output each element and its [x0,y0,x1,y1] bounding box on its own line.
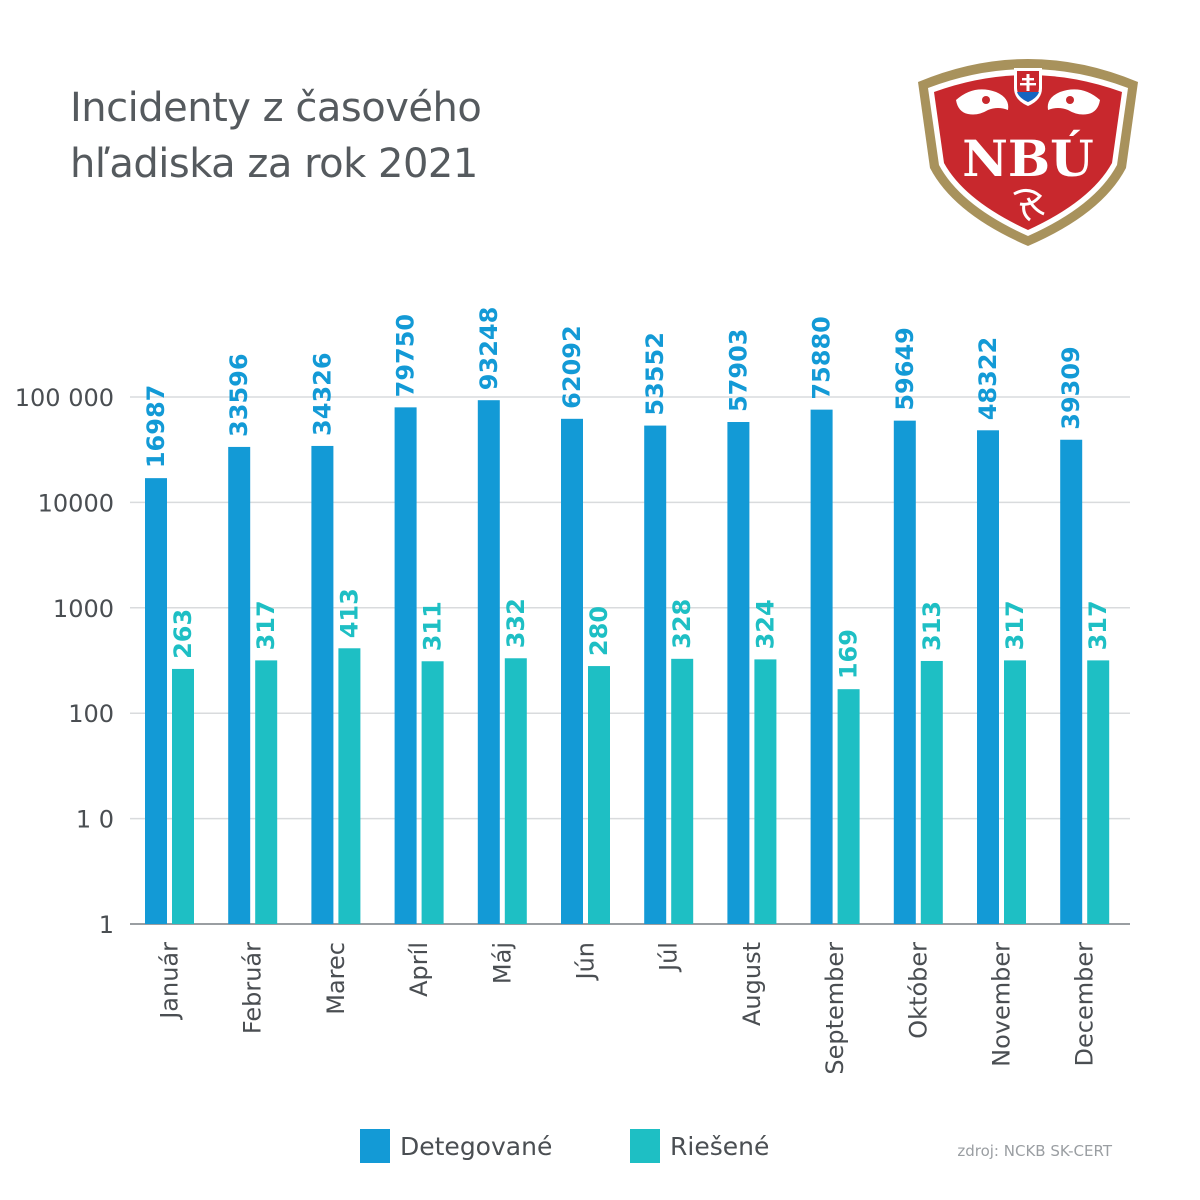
bar-detected [727,422,750,924]
value-label-resolved: 311 [419,601,447,651]
bar-detected [311,445,334,924]
value-label-detected: 16987 [142,385,170,469]
slovak-coat-of-arms-icon [1014,68,1042,106]
bar-detected [561,418,583,924]
bar-detected [1060,439,1083,924]
bar-resolved [1004,660,1026,924]
chart-title-line-2: hľadiska za rok 2021 [70,141,478,187]
value-label-resolved: 332 [502,598,530,648]
chart-title-line-1: Incidenty z časového [70,85,482,131]
value-label-detected: 39309 [1057,346,1085,430]
x-tick-label: Február [239,942,267,1034]
y-tick-label: 100 000 [15,384,114,412]
bar-detected [394,407,417,925]
value-label-resolved: 413 [335,588,363,638]
value-label-detected: 93248 [475,307,503,391]
value-label-detected: 75880 [808,316,836,400]
value-label-detected: 33596 [225,353,253,437]
value-label-detected: 59649 [891,327,919,411]
x-tick-label: Január [156,942,184,1021]
value-label-resolved: 313 [918,601,946,651]
bar-resolved [754,659,777,924]
legend-label-detected: Detegované [400,1131,553,1161]
value-label-detected: 57903 [724,329,752,413]
value-label-detected: 62092 [558,325,586,409]
value-label-detected: 48322 [974,337,1002,421]
chart-title: Incidenty z časového hľadiska za rok 202… [70,80,770,192]
bar-resolved [1087,660,1110,924]
value-label-detected: 79750 [392,314,420,398]
value-label-resolved: 263 [169,609,197,659]
x-tick-label: Október [904,942,932,1039]
legend-item-detected: Detegované [360,1128,552,1164]
x-tick-label: August [738,942,766,1026]
x-tick-label: December [1071,942,1099,1067]
bird-right-icon [1047,89,1100,115]
value-labels: 16987 263 33596 317 34326 413 79750 311 93248 332… [142,307,1112,679]
bar-detected [893,420,916,924]
bar-resolved [504,658,527,924]
bar-detected [977,430,999,924]
bar-resolved [920,660,943,924]
y-tick-label: 1 0 [76,806,114,834]
legend-label-resolved: Riešené [670,1131,770,1161]
x-tick-label: Júl [655,942,683,973]
y-tick-label: 10000 [38,489,114,517]
y-tick-label: 1 [99,911,114,939]
value-label-resolved: 169 [835,629,863,679]
x-tick-label: November [988,942,1016,1067]
bar-detected [228,446,251,924]
bar-resolved [255,660,278,924]
bar-detected [810,409,833,924]
legend-swatch-detected [360,1129,390,1163]
bird-left-icon [956,89,1009,115]
value-label-detected: 34326 [308,352,336,436]
y-tick-label: 100 [68,700,114,728]
value-label-resolved: 317 [1084,600,1112,650]
legend-item-resolved: Riešené [630,1128,769,1164]
value-label-resolved: 317 [252,600,280,650]
logo-text: NBÚ [962,129,1094,188]
nbu-logo: NBÚ [918,59,1138,246]
x-axis-labels: Január Február Marec Apríl Máj Jún Júl August Se… [156,942,1099,1075]
bar-resolved [172,668,194,924]
bar-resolved [421,661,444,924]
x-tick-label: Jún [572,942,600,982]
bar-detected [145,478,167,924]
bar-resolved [338,648,361,924]
bars [145,400,1110,925]
bar-resolved [671,658,694,924]
bar-detected [477,400,500,925]
x-tick-label: Marec [322,942,350,1015]
value-label-resolved: 328 [668,599,696,649]
y-tick-label: 1000 [53,595,114,623]
grid-lines [130,396,1130,925]
value-label-resolved: 280 [585,606,613,656]
bar-resolved [588,666,610,924]
value-label-resolved: 324 [751,599,779,649]
value-label-detected: 53552 [641,332,669,416]
x-tick-label: Máj [488,942,516,984]
value-label-resolved: 317 [1001,600,1029,650]
source-note: zdroj: NCKB SK-CERT [957,1142,1112,1160]
y-axis-ticks: 1 1 0 100 1000 10000 100 000 [15,384,114,939]
legend-swatch-resolved [630,1129,660,1163]
dove-icon [1013,189,1045,222]
bar-detected [644,425,667,924]
x-tick-label: Apríl [405,942,433,997]
bar-resolved [837,689,860,924]
x-tick-label: September [821,942,849,1075]
